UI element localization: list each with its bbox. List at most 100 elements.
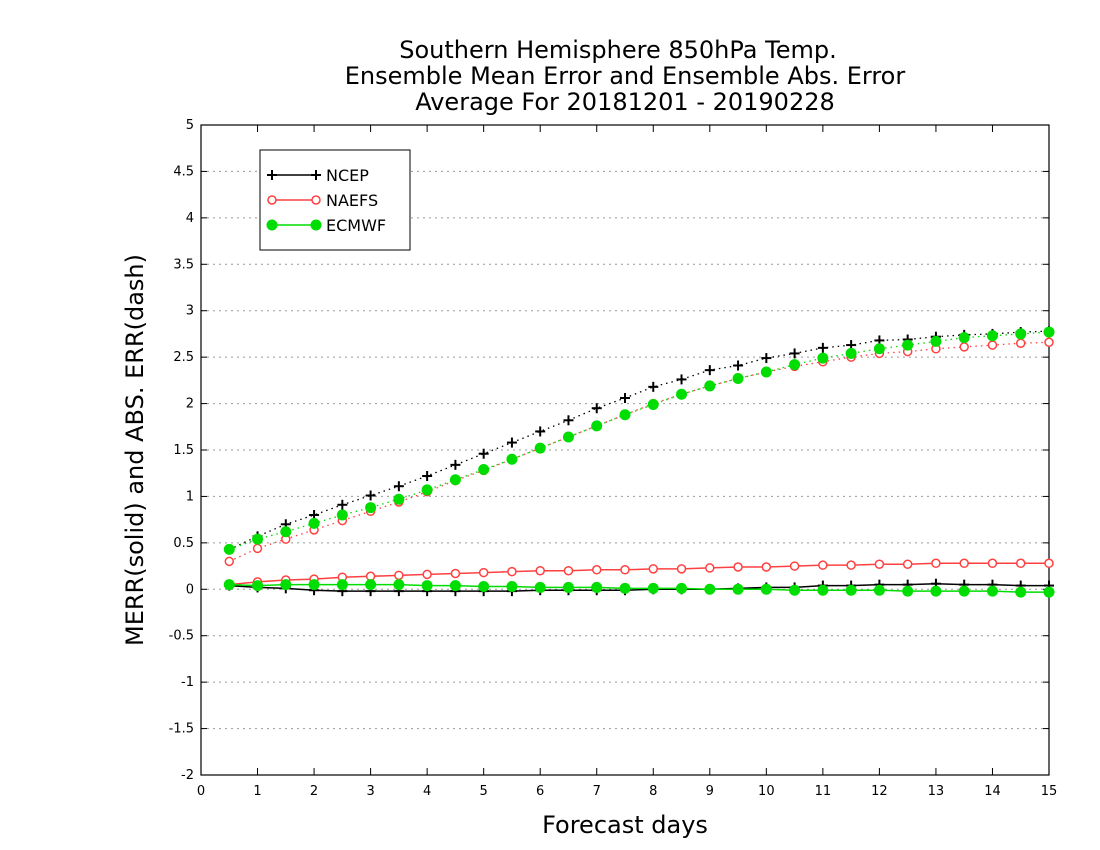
series-naefs-mean-point	[1015, 558, 1026, 569]
y-tick-label: -2	[181, 768, 194, 783]
series-naefs-mean-point	[959, 558, 969, 569]
series-ecmwf-mean-point	[478, 581, 490, 592]
series-ecmwf-mean-point	[308, 579, 320, 591]
series-ecmwf-abs-point	[817, 352, 829, 364]
series-ecmwf-mean-point	[902, 585, 914, 597]
series-naefs-mean-point	[846, 560, 856, 570]
series-ncep-abs-point	[704, 365, 715, 376]
series-ecmwf-mean-point	[336, 579, 348, 591]
series-ecmwf-mean-point	[223, 579, 235, 591]
x-tick-label: 1	[253, 784, 261, 799]
series-naefs-abs-point	[252, 543, 263, 554]
legend-marker-naefs	[267, 195, 277, 205]
series-ecmwf-abs-point	[902, 339, 914, 351]
series-naefs-mean-point	[931, 558, 941, 569]
y-tick-label: 1	[186, 489, 194, 504]
x-tick-label: 4	[423, 784, 431, 799]
y-tick-label: 4	[186, 211, 194, 226]
series-ecmwf-abs-point	[873, 343, 885, 355]
x-tick-label: 7	[593, 784, 601, 799]
series-ncep-abs-point	[620, 393, 630, 403]
x-tick-label: 8	[649, 784, 657, 799]
series-ecmwf-abs-point	[732, 373, 744, 384]
legend-marker-ecmwf	[310, 219, 322, 231]
series-ecmwf-abs-point	[393, 493, 405, 505]
series-ncep-abs-point	[393, 481, 404, 492]
series-ecmwf	[223, 326, 1055, 598]
x-tick-label: 13	[928, 784, 945, 799]
series-ncep	[224, 326, 1054, 597]
y-tick-label: 1.5	[173, 443, 194, 458]
x-tick-label: 12	[871, 784, 888, 799]
series-naefs-mean-point	[563, 565, 574, 576]
series-ecmwf-abs-point	[223, 543, 235, 555]
series-naefs-mean-point	[902, 559, 913, 569]
legend-marker-naefs	[311, 195, 321, 205]
series-ecmwf-mean-point	[986, 585, 998, 597]
x-tick-label: 3	[366, 784, 374, 799]
series-naefs-mean-point	[705, 563, 715, 573]
series-ecmwf-mean-point	[930, 585, 942, 597]
x-tick-label: 5	[480, 784, 488, 799]
series-ecmwf-abs-point	[562, 431, 574, 443]
series-ecmwf-abs-point	[647, 399, 659, 410]
legend: NCEP NAEFS ECMWF	[259, 149, 411, 251]
series-ecmwf-mean-point	[365, 579, 377, 591]
series-naefs-mean-point	[620, 565, 630, 575]
grid-lines	[201, 170, 1049, 730]
series-ncep-abs-point	[365, 490, 376, 501]
legend-marker-ncep	[311, 170, 321, 180]
series-ecmwf-mean-point	[534, 581, 546, 593]
series-naefs-abs-point	[1044, 337, 1054, 348]
x-tick-label: 15	[1041, 784, 1058, 799]
series-ecmwf-abs-point	[478, 464, 490, 475]
series-ecmwf-abs-point	[1043, 326, 1055, 338]
series-ncep-abs-point	[761, 353, 772, 364]
series-ecmwf-mean-point	[676, 582, 688, 594]
series-naefs-mean-point	[874, 559, 885, 569]
y-tick-label: 2.5	[173, 350, 194, 365]
title-line-2: Ensemble Mean Error and Ensemble Abs. Er…	[345, 62, 906, 90]
y-tick-label: 4.5	[173, 164, 194, 179]
series-ecmwf-abs-point	[676, 388, 688, 400]
series-layer	[223, 326, 1055, 598]
y-tick-label: 5	[186, 118, 194, 133]
legend-item-ncep: NCEP	[267, 166, 369, 185]
series-ecmwf-mean-point	[252, 580, 264, 592]
series-ecmwf-abs-point	[704, 380, 716, 392]
y-tick-label: 3.5	[173, 257, 194, 272]
series-ncep-abs-point	[478, 448, 489, 459]
series-ecmwf-mean-point	[647, 582, 659, 594]
series-naefs-mean-point	[535, 565, 545, 576]
legend-item-naefs: NAEFS	[267, 191, 378, 210]
series-ncep-abs-point	[648, 381, 659, 392]
series-ecmwf-abs-point	[252, 533, 264, 545]
series-naefs-mean-point	[365, 571, 376, 582]
series-ecmwf-abs-point	[506, 453, 518, 465]
x-tick-label: 9	[706, 784, 714, 799]
series-naefs-mean-point	[818, 560, 828, 570]
series-ecmwf-abs-point	[789, 359, 801, 371]
x-tick-label: 14	[984, 784, 1001, 799]
series-ecmwf-abs-point	[845, 347, 857, 359]
series-naefs-abs-point	[959, 342, 969, 352]
series-ecmwf-mean-point	[817, 584, 829, 596]
series-ncep-abs-point	[535, 426, 546, 437]
series-ncep-abs-point	[506, 437, 517, 448]
series-naefs-mean-point	[1044, 558, 1054, 569]
series-naefs-mean-point	[394, 570, 404, 581]
legend-marker-ecmwf	[266, 219, 278, 231]
y-tick-label: 0	[186, 582, 194, 597]
series-ecmwf-mean-point	[873, 584, 885, 596]
x-tick-label: 6	[536, 784, 544, 799]
x-axis: 0 1 2 3 4 5 6 7 8 9 10 11 12 13 14 15	[197, 125, 1057, 799]
y-tick-label: -1.5	[169, 722, 194, 737]
series-ecmwf-abs-point	[591, 420, 603, 432]
series-ecmwf-abs-error-line	[229, 331, 1050, 551]
x-tick-label: 10	[758, 784, 775, 799]
y-tick-label: 0.5	[173, 536, 194, 551]
series-naefs-mean-point	[761, 562, 772, 572]
series-ecmwf-mean-point	[958, 585, 970, 597]
x-tick-label: 2	[310, 784, 318, 799]
